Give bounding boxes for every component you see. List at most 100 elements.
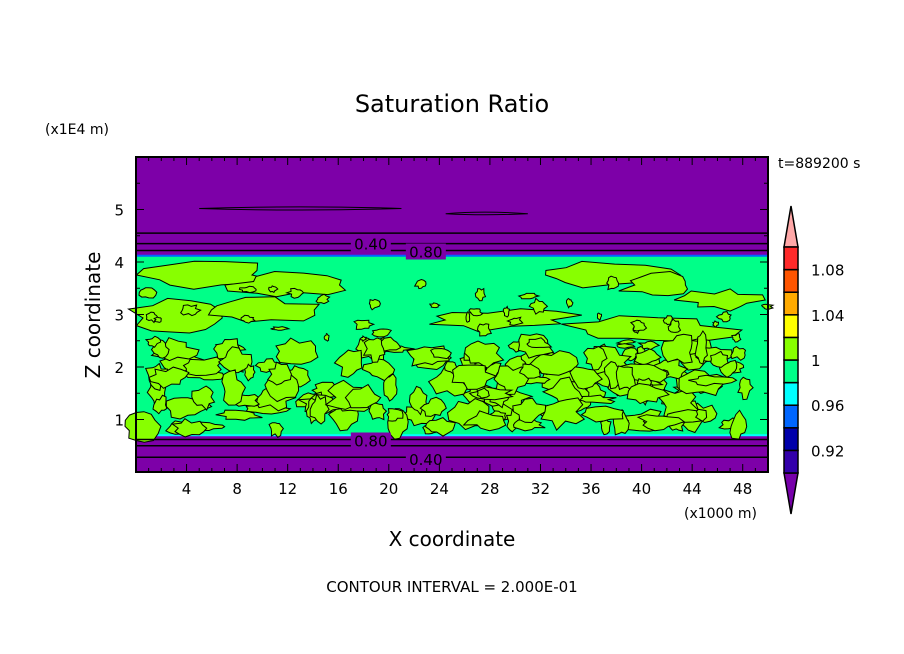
x-tick-label: 24	[430, 480, 449, 498]
x-axis-label: X coordinate	[389, 527, 516, 551]
colorbar-swatch	[783, 314, 799, 339]
patch	[144, 335, 162, 348]
patch	[386, 408, 404, 422]
y-axis-label: Z coordinate	[81, 252, 105, 379]
patch	[275, 337, 319, 365]
colorbar-over-triangle	[783, 205, 799, 248]
colorbar-swatch	[783, 404, 799, 429]
patch	[636, 414, 686, 432]
patch	[540, 397, 586, 431]
y-unit-label: (x1E4 m)	[45, 122, 109, 138]
patch	[629, 319, 648, 332]
patch	[360, 335, 368, 343]
patch	[474, 287, 487, 302]
patch	[737, 376, 754, 401]
y-tick-label: 4	[114, 254, 124, 272]
patch	[729, 409, 748, 440]
x-tick-label: 12	[278, 480, 297, 498]
patch	[660, 333, 693, 364]
x-tick-label: 40	[632, 480, 651, 498]
patch	[244, 363, 256, 382]
colorbar-swatch	[783, 427, 799, 452]
patch	[207, 296, 321, 323]
patch	[270, 326, 291, 331]
patch	[268, 285, 279, 294]
contour-line	[199, 206, 402, 211]
patch	[138, 287, 158, 299]
layer-edge-top	[136, 254, 768, 258]
patch	[618, 270, 689, 297]
patch	[451, 364, 498, 390]
patch	[413, 278, 427, 290]
y-tick-label: 3	[114, 307, 124, 325]
patch	[626, 382, 670, 405]
colorbar-swatch	[783, 246, 799, 271]
patch	[465, 311, 471, 323]
patch	[512, 397, 547, 424]
patch	[315, 293, 331, 305]
patch	[419, 396, 447, 417]
patch	[333, 349, 363, 378]
patch	[268, 422, 285, 438]
patch	[526, 337, 553, 349]
patch	[221, 369, 246, 406]
patch	[517, 292, 541, 300]
x-tick-label: 16	[329, 480, 348, 498]
patch	[712, 320, 720, 328]
patch	[180, 304, 202, 317]
x-tick-label: 20	[379, 480, 398, 498]
patch	[476, 387, 490, 399]
patch	[368, 402, 388, 421]
chart-title: Saturation Ratio	[355, 90, 549, 118]
patch	[569, 366, 604, 390]
colorbar-under-triangle	[783, 472, 799, 515]
patch	[606, 275, 620, 291]
patch	[688, 374, 738, 387]
patch	[238, 285, 257, 294]
contour-label: 0.40	[409, 451, 442, 469]
patch	[476, 323, 493, 337]
patch	[383, 373, 398, 402]
patch	[667, 318, 682, 333]
contour-label: 0.40	[354, 236, 387, 254]
plot-area: 0.40 0.80 0.80 0.40	[124, 157, 775, 472]
x-tick-label: 44	[683, 480, 702, 498]
colorbar-swatch	[783, 268, 799, 293]
patch	[152, 394, 168, 415]
x-tick-label: 48	[733, 480, 752, 498]
patch	[599, 417, 612, 436]
patch	[344, 383, 382, 409]
y-tick-label: 5	[114, 202, 124, 220]
supersaturated-patches	[124, 260, 775, 443]
contour-label: 0.80	[409, 244, 442, 262]
patch	[266, 361, 292, 386]
patch	[566, 297, 574, 309]
patch	[124, 411, 162, 443]
colorbar-tick-label: 0.96	[811, 397, 844, 415]
patch	[662, 315, 673, 326]
contour-label-bg	[405, 243, 446, 260]
patch	[731, 332, 742, 343]
patch	[153, 316, 162, 323]
patch	[468, 308, 484, 317]
patch	[596, 312, 602, 322]
patch	[171, 418, 208, 438]
contour-label: 0.80	[354, 433, 387, 451]
patch	[361, 358, 396, 382]
y-tick-label: 2	[114, 359, 124, 377]
patch	[580, 405, 624, 423]
patch	[191, 385, 216, 412]
patch	[673, 288, 766, 312]
x-tick-label: 32	[531, 480, 550, 498]
patch	[148, 366, 190, 389]
patch	[583, 346, 608, 371]
colorbar-swatch	[783, 381, 799, 406]
contour-label-bg	[405, 450, 446, 467]
patch	[528, 297, 549, 315]
patch	[368, 298, 381, 311]
layer-edge-bottom	[136, 434, 768, 437]
patch	[353, 319, 376, 330]
colorbar-swatch	[783, 336, 799, 361]
contour-label-bg	[350, 432, 391, 449]
